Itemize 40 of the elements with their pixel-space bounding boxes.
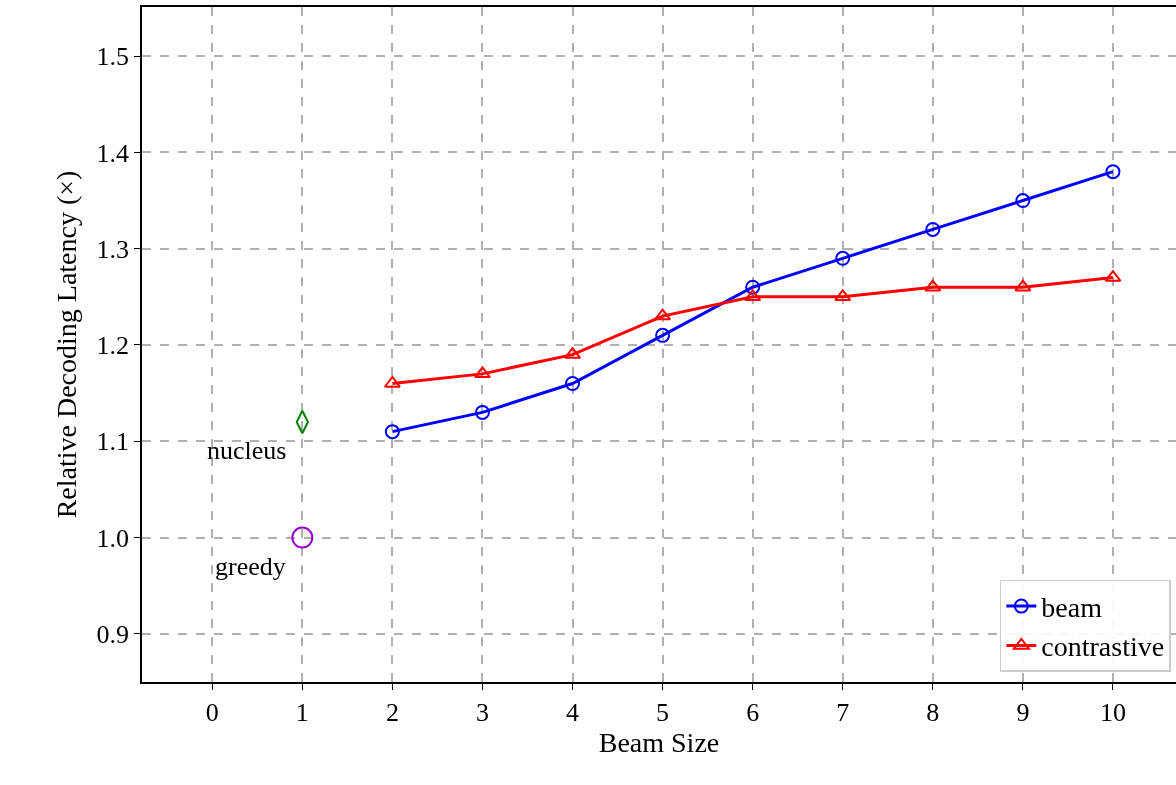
- x-tick-label: 1: [295, 697, 309, 727]
- x-tick-label: 9: [1016, 697, 1030, 727]
- point: [744, 289, 762, 302]
- point: [655, 327, 671, 343]
- series-label: nucleus: [207, 436, 287, 465]
- point: [384, 424, 400, 440]
- x-tick-label: 7: [836, 697, 850, 727]
- x-tick-label: 3: [475, 697, 489, 727]
- point: [474, 404, 490, 420]
- y-axis-title: Relative Decoding Latency (×): [50, 170, 82, 519]
- point: [473, 366, 491, 379]
- y-tick-label: 1.3: [96, 234, 130, 264]
- legend-label: beam: [1041, 591, 1103, 623]
- point: [654, 308, 672, 321]
- y-tick-label: 1.4: [96, 138, 130, 168]
- point: [1105, 164, 1121, 180]
- point: [925, 221, 941, 237]
- y-tick-label: 1.5: [96, 42, 130, 72]
- x-tick-label: 0: [205, 697, 219, 727]
- x-tick-label: 2: [385, 697, 399, 727]
- y-tick-label: 1.1: [96, 427, 130, 457]
- x-axis-title: Beam Size: [598, 726, 720, 758]
- series-label: greedy: [215, 552, 286, 581]
- point: [834, 289, 852, 302]
- x-tick-label: 8: [926, 697, 940, 727]
- point: [1014, 279, 1032, 292]
- point: [745, 279, 761, 295]
- x-tick-label: 5: [656, 697, 670, 727]
- point: [565, 376, 581, 391]
- point: [835, 250, 851, 266]
- y-tick-label: 0.9: [96, 619, 130, 649]
- y-tick-label: 1.0: [96, 523, 130, 553]
- x-tick-label: 10: [1099, 697, 1126, 727]
- point: [291, 526, 314, 549]
- x-tick-label: 4: [566, 697, 580, 727]
- point: [924, 279, 942, 292]
- point: [1015, 193, 1031, 209]
- legend-label: contrastive: [1041, 631, 1165, 663]
- x-tick-label: 6: [746, 697, 760, 727]
- y-tick-label: 1.2: [96, 331, 130, 361]
